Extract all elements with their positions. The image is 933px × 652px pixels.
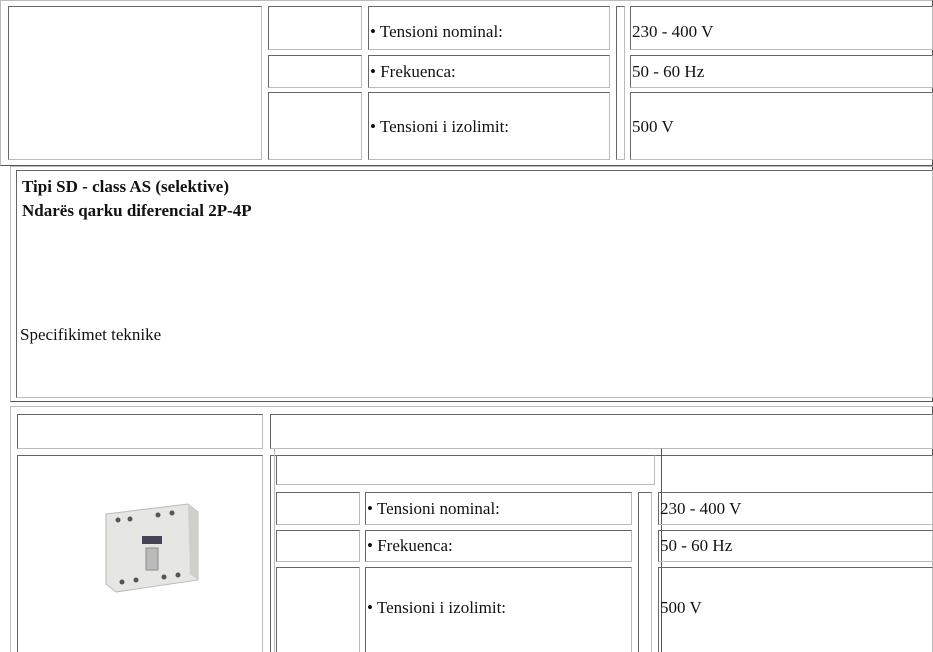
cell: [365, 567, 632, 652]
cell: [368, 92, 610, 160]
cell: [268, 55, 362, 88]
cell: [8, 6, 262, 160]
spec-value: 50 - 60 Hz: [632, 62, 705, 81]
cell: [638, 492, 652, 652]
cell: [17, 414, 263, 449]
section-title: Tipi SD - class AS (selektive): [22, 177, 230, 196]
cell: [365, 530, 632, 562]
cell: [276, 530, 360, 562]
cell: [268, 92, 362, 160]
spec-value: 230 - 400 V: [660, 499, 742, 518]
cell: [276, 567, 360, 652]
cell: [276, 492, 360, 525]
spec-value: 50 - 60 Hz: [660, 536, 733, 555]
spec-label: • Frekuenca:: [367, 536, 453, 555]
section-title: Ndarës qarku diferencial 2P-4P: [22, 201, 252, 220]
cell: [616, 6, 625, 160]
cell: [270, 414, 933, 449]
spec-label: • Tensioni i izolimit:: [370, 117, 510, 136]
cell: [368, 6, 610, 50]
nested-frame: [274, 448, 662, 652]
spec-value: 500 V: [660, 598, 702, 617]
subheading: Specifikimet teknike: [20, 325, 162, 344]
cell: [630, 92, 933, 160]
image-cell: [17, 455, 263, 652]
spec-label: • Tensioni nominal:: [370, 22, 503, 41]
product-image: [105, 503, 199, 593]
cell: [368, 55, 610, 88]
spec-label: • Frekuenca:: [370, 62, 456, 81]
spec-label: • Tensioni nominal:: [367, 499, 500, 518]
cell: [276, 455, 655, 485]
spec-value: 230 - 400 V: [632, 22, 714, 41]
cell: [268, 6, 362, 50]
spec-value: 500 V: [632, 117, 674, 136]
cell: [365, 492, 632, 525]
spec-label: • Tensioni i izolimit:: [367, 598, 507, 617]
